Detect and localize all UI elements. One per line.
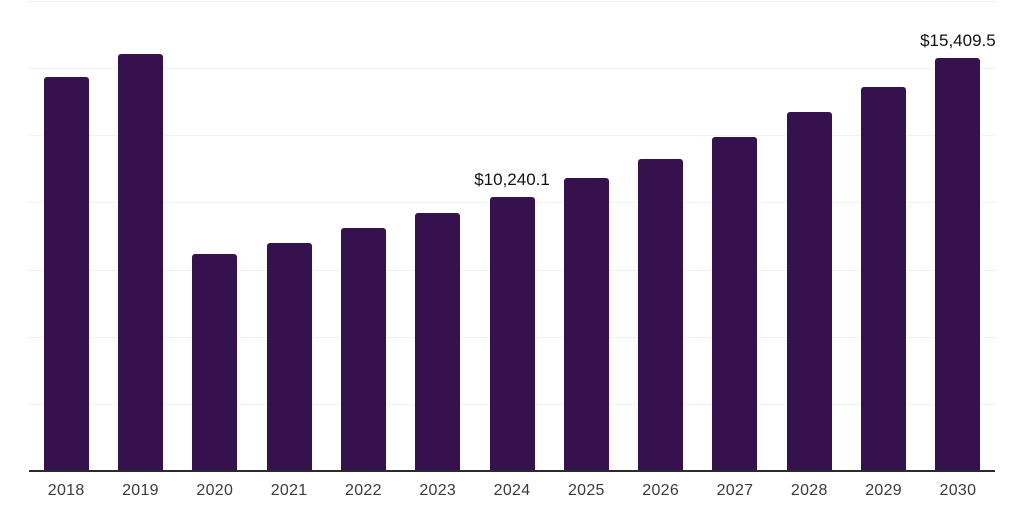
x-tick-label-2026: 2026 [642, 482, 680, 499]
bar-band-2026 [624, 1, 698, 472]
x-tick-label-2019: 2019 [122, 482, 159, 499]
x-tick-label-2020: 2020 [196, 482, 234, 499]
x-tick-label-2029: 2029 [865, 482, 902, 499]
x-tick-label-2021: 2021 [270, 482, 308, 499]
bar-band-2022 [326, 1, 400, 472]
bar-band-2029 [846, 1, 920, 472]
bar-value-label-2030: $15,409.5 [920, 31, 996, 51]
bar-band-2018 [29, 1, 103, 472]
bar-2028 [786, 112, 832, 472]
bar-2018 [43, 77, 89, 472]
x-tick-label-2022: 2022 [345, 482, 382, 499]
x-tick-label-2028: 2028 [790, 482, 828, 499]
x-tick-label-2027: 2027 [716, 482, 754, 499]
bar-2029 [861, 86, 907, 472]
bar-band-2024: $10,240.1 [474, 1, 550, 472]
gridline [29, 68, 995, 70]
bar-2024 [489, 196, 535, 472]
x-tick-label-2030: 2030 [939, 482, 977, 499]
bar-2026 [638, 158, 684, 472]
bar-2019 [117, 53, 163, 472]
bar-band-2028 [772, 1, 846, 472]
bar-2027 [712, 137, 758, 472]
bar-2021 [266, 242, 312, 472]
bar-band-2023 [401, 1, 475, 472]
bar-band-2019 [103, 1, 177, 472]
x-axis-line [29, 470, 995, 472]
bar-2023 [415, 212, 461, 472]
bar-2025 [563, 177, 609, 472]
bar-2022 [340, 228, 386, 472]
x-tick-label-2018: 2018 [47, 482, 85, 499]
bar-band-2027 [698, 1, 772, 472]
plot-area: $10,240.1 $15,409.5 [29, 1, 996, 472]
bar-value-label-2024: $10,240.1 [474, 169, 550, 189]
bar-series: $10,240.1 $15,409.5 [29, 1, 996, 472]
bar-band-2021 [252, 1, 326, 472]
bar-band-2025 [549, 1, 623, 472]
bar-band-2020 [178, 1, 252, 472]
x-tick-label-2023: 2023 [419, 482, 457, 499]
bar-2020 [192, 254, 238, 472]
gridline [29, 1, 995, 2]
gridline [29, 135, 995, 137]
x-tick-label-2025: 2025 [567, 482, 605, 499]
x-tick-label-2024: 2024 [493, 482, 531, 499]
bar-2030 [935, 58, 981, 472]
bar-band-2030: $15,409.5 [920, 1, 996, 472]
x-axis-tick-labels: 2018 2019 2020 2021 2022 2023 2024 2025 2026 2027… [29, 482, 995, 500]
